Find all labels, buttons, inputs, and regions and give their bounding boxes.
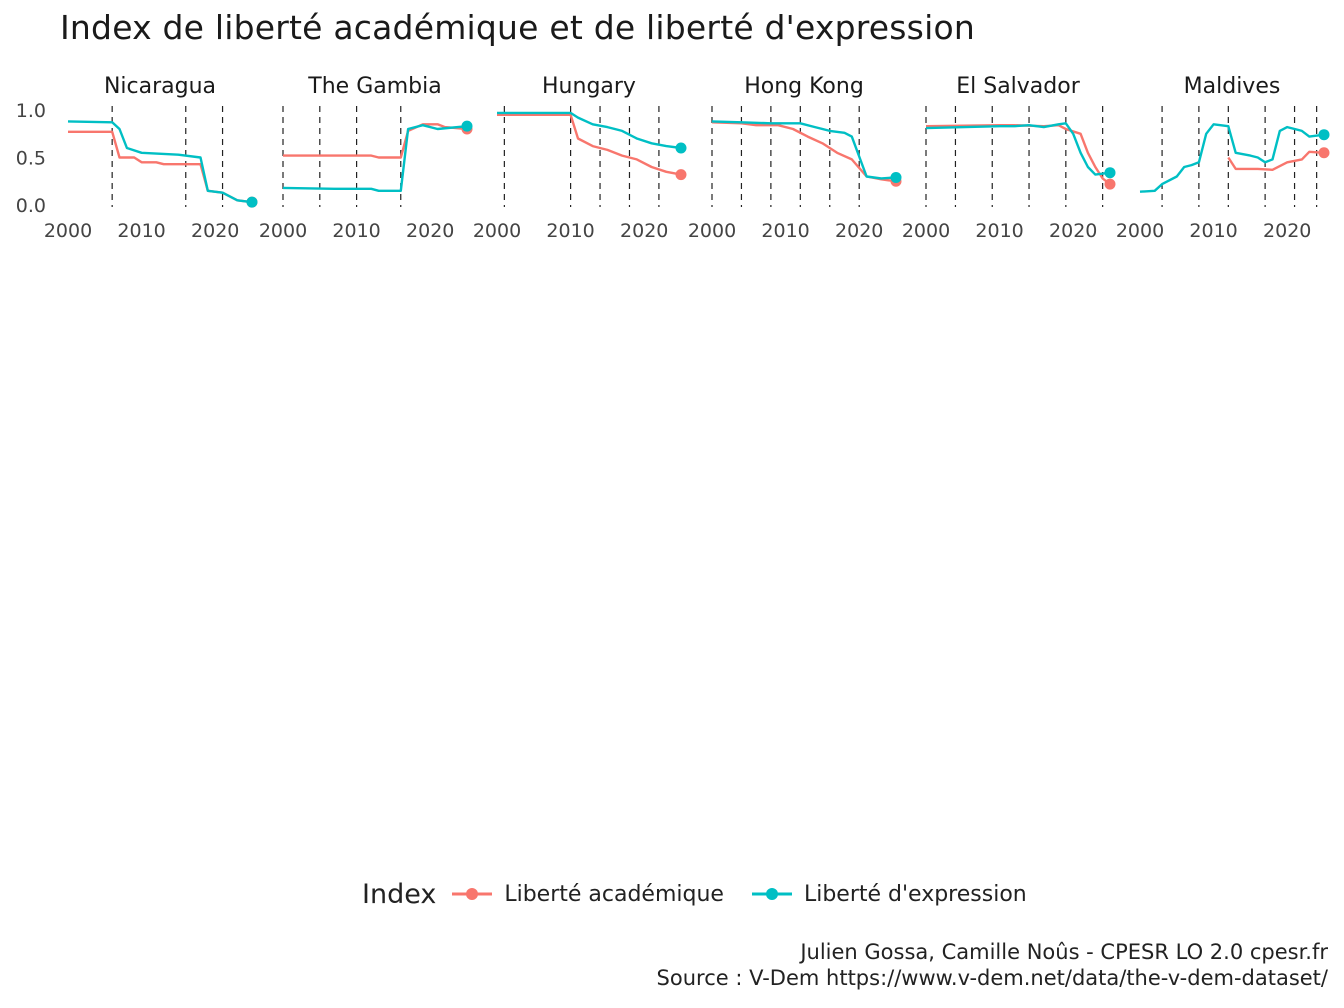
y-tick-label: 1.0 (16, 100, 46, 122)
endpoint-marker-academic (1104, 178, 1116, 190)
series-line-expression (1139, 123, 1325, 193)
legend-title: Index (362, 878, 437, 910)
endpoint-marker-academic (1318, 147, 1330, 159)
facet-el-salvador: El Salvador 2000 2010 2020 (902, 74, 1116, 242)
x-tick-label: 2020 (620, 220, 668, 242)
endpoint-marker-expression (675, 142, 687, 154)
legend: Index Liberté académique Liberté d'expre… (362, 876, 1053, 912)
x-tick-label: 2000 (44, 220, 92, 242)
faceted-line-chart: Nicaragua 2000 2010 2020 0.0 0.5 1.0 The Gambia… (16, 74, 1330, 242)
x-tick-label: 2010 (761, 220, 809, 242)
endpoint-marker-expression (890, 171, 902, 183)
x-tick-label: 2010 (1189, 220, 1237, 242)
series-line-expression (925, 122, 1111, 176)
x-tick-label: 2010 (975, 220, 1023, 242)
legend-label-expression: Liberté d'expression (803, 881, 1027, 907)
x-tick-label: 2020 (406, 220, 454, 242)
endpoint-marker-expression (246, 196, 258, 208)
series-line-expression (67, 120, 253, 204)
facet-panels: Nicaragua 2000 2010 2020 0.0 0.5 1.0 The Gambia… (16, 74, 1330, 242)
facet-hong-kong: Hong Kong 2000 2010 2020 (688, 74, 902, 242)
endpoint-marker-expression (1104, 167, 1116, 179)
x-tick-label: 2020 (1049, 220, 1097, 242)
chart-title: Index de liberté académique et de libert… (60, 8, 975, 47)
endpoint-marker-expression (1318, 129, 1330, 141)
series-line-academic (68, 130, 253, 204)
facet-title: El Salvador (956, 74, 1080, 99)
x-tick-label: 2010 (332, 220, 380, 242)
legend-label-academic: Liberté académique (504, 881, 724, 907)
legend-item-expression: Liberté d'expression (750, 882, 1027, 907)
caption-authors: Julien Gossa, Camille Noûs - CPESR LO 2.… (800, 940, 1328, 964)
series-line-academic (497, 113, 682, 176)
facet-the-gambia: The Gambia 2000 2010 2020 (259, 74, 473, 242)
x-tick-label: 2010 (546, 220, 594, 242)
facet-nicaragua: Nicaragua 2000 2010 2020 0.0 0.5 1.0 (16, 74, 258, 242)
endpoint-marker-expression (461, 120, 473, 132)
legend-item-academic: Liberté académique (450, 882, 724, 907)
x-tick-label: 2020 (191, 220, 239, 242)
series-line-academic (1227, 150, 1325, 171)
x-tick-label: 2020 (1263, 220, 1311, 242)
x-tick-label: 2020 (835, 220, 883, 242)
facet-title: Hungary (542, 74, 636, 99)
series-line-expression (497, 111, 682, 150)
legend-key-academic (452, 888, 493, 900)
series-line-academic (711, 121, 897, 183)
series-line-expression (711, 120, 897, 180)
series-line-expression (282, 124, 468, 192)
facet-title: Hong Kong (744, 74, 864, 99)
facet-title: The Gambia (307, 74, 441, 99)
x-tick-label: 2000 (688, 220, 736, 242)
caption-source: Source : V-Dem https://www.v-dem.net/dat… (656, 966, 1328, 990)
x-tick-label: 2000 (902, 220, 950, 242)
facet-hungary: Hungary 2000 2010 2020 (473, 74, 687, 242)
endpoint-marker-academic (675, 169, 687, 181)
facet-title: Nicaragua (104, 74, 216, 99)
x-tick-label: 2000 (473, 220, 521, 242)
y-tick-label: 0.0 (16, 195, 46, 217)
facet-maldives: Maldives 2000 2010 2020 (1116, 74, 1330, 242)
x-tick-label: 2000 (259, 220, 307, 242)
legend-key-expression (751, 888, 792, 900)
x-tick-label: 2000 (1116, 220, 1164, 242)
x-tick-label: 2010 (117, 220, 165, 242)
facet-title: Maldives (1184, 74, 1281, 99)
y-tick-label: 0.5 (16, 148, 46, 170)
